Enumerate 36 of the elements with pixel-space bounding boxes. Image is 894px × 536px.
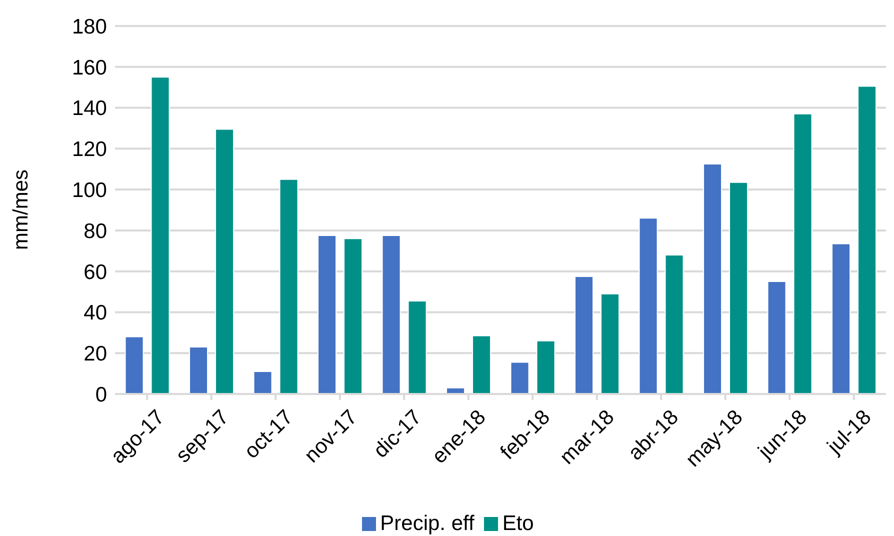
bar	[832, 243, 851, 394]
bar	[189, 346, 208, 394]
y-tick-label: 0	[95, 383, 107, 406]
bar	[767, 281, 786, 394]
y-tick-label: 100	[72, 179, 107, 202]
legend-label: Precip. eff	[380, 512, 474, 535]
y-tick-label: 80	[84, 220, 107, 243]
bar	[279, 178, 298, 394]
bar	[793, 113, 812, 394]
bar	[600, 293, 620, 394]
bar	[215, 128, 234, 394]
y-tick-label: 20	[84, 342, 107, 366]
bar	[703, 164, 722, 394]
y-tick-label: 140	[72, 97, 107, 120]
bar	[124, 336, 144, 394]
bar	[472, 335, 492, 394]
bar	[510, 362, 530, 394]
bar	[253, 371, 272, 394]
y-tick-label: 180	[72, 15, 107, 38]
y-tick-label: 160	[72, 56, 107, 80]
bar	[574, 276, 594, 394]
bar	[536, 340, 556, 394]
bar	[858, 86, 877, 394]
bar	[382, 235, 401, 394]
bar	[344, 238, 363, 394]
y-tick-label: 60	[84, 260, 107, 284]
legend-label: Eto	[502, 512, 534, 535]
bar	[408, 300, 427, 394]
bar	[150, 76, 170, 394]
y-tick-label: 120	[72, 138, 107, 162]
bar	[729, 182, 748, 394]
bar	[664, 254, 684, 394]
bar	[318, 235, 337, 394]
bar	[638, 218, 658, 394]
y-tick-label: 40	[84, 302, 107, 325]
y-axis-title: mm/mes	[9, 170, 32, 250]
